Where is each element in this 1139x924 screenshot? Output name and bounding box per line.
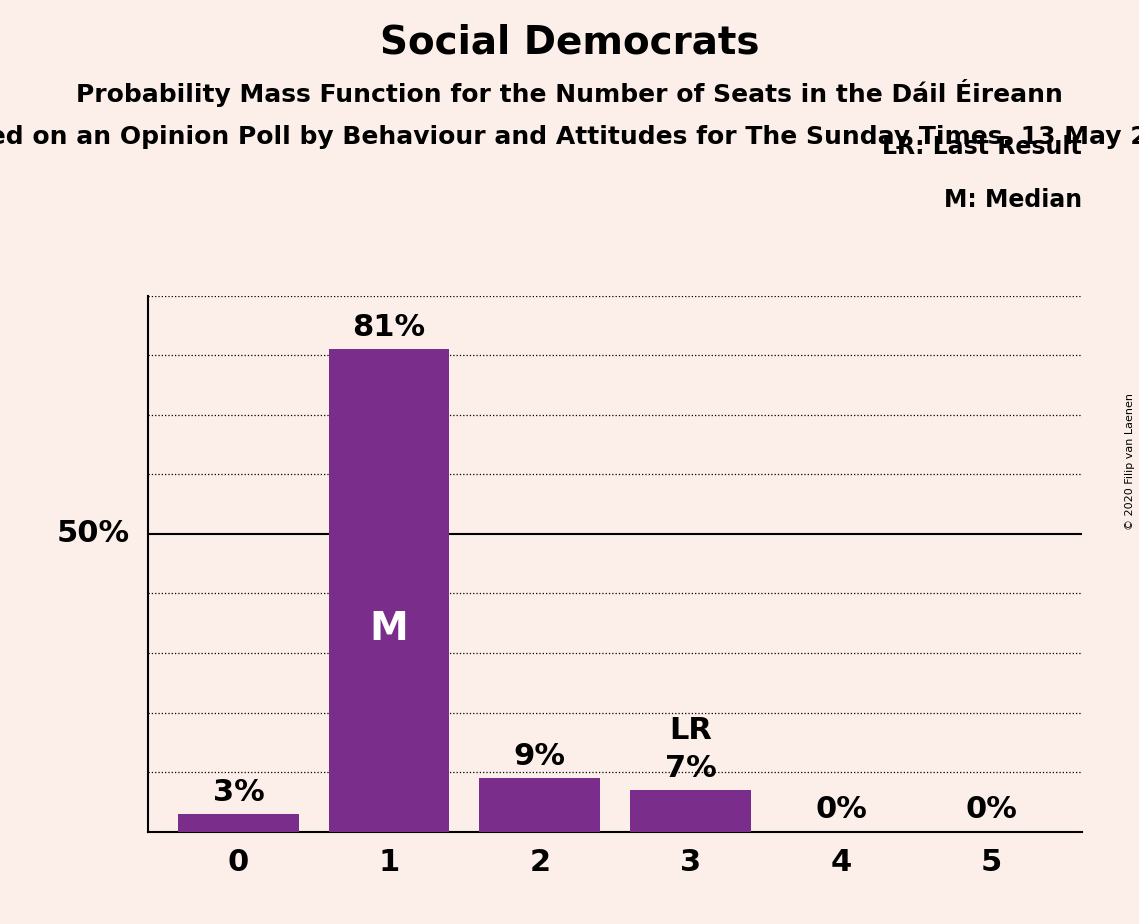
Text: 7%: 7% [664,754,716,783]
Text: Based on an Opinion Poll by Behaviour and Attitudes for The Sunday Times, 13 May: Based on an Opinion Poll by Behaviour an… [0,125,1139,149]
Text: LR: Last Result: LR: Last Result [883,135,1082,159]
Bar [630,790,751,832]
Bar [178,814,298,832]
Text: © 2020 Filip van Laenen: © 2020 Filip van Laenen [1125,394,1134,530]
Text: M: Median: M: Median [944,188,1082,213]
Text: Social Democrats: Social Democrats [379,23,760,61]
Text: M: M [370,610,409,648]
Text: 3%: 3% [213,778,264,807]
Text: 50%: 50% [57,519,130,548]
Text: 0%: 0% [966,796,1017,824]
Bar [480,778,600,832]
Text: 0%: 0% [816,796,867,824]
Text: 81%: 81% [353,313,426,342]
Text: 9%: 9% [514,742,566,771]
Bar [329,349,450,832]
Text: LR: LR [669,716,712,746]
Text: Probability Mass Function for the Number of Seats in the Dáil Éireann: Probability Mass Function for the Number… [76,79,1063,106]
